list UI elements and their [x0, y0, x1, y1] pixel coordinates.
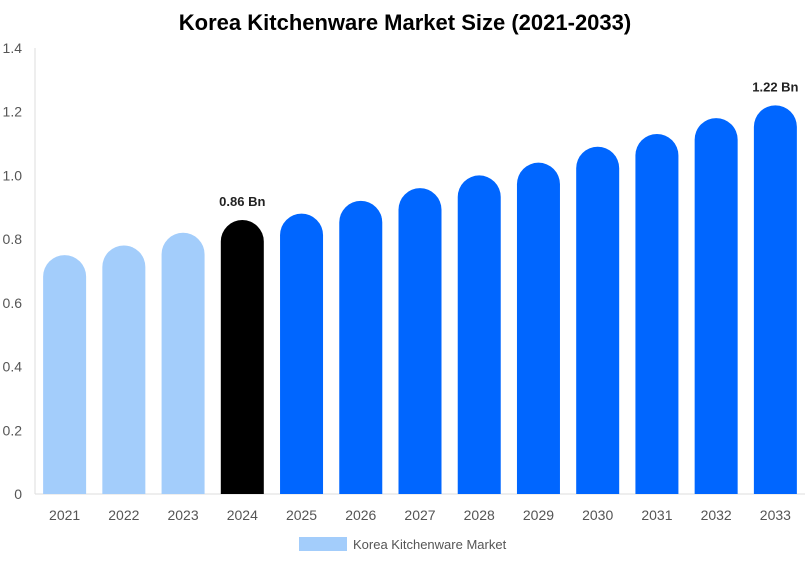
legend-label: Korea Kitchenware Market [353, 537, 507, 552]
data-label-2033: 1.22 Bn [752, 79, 798, 94]
y-tick-label: 0.6 [3, 295, 23, 311]
bar-2028[interactable] [457, 175, 501, 494]
bar-2029[interactable] [516, 162, 560, 494]
bar-2023[interactable] [161, 232, 205, 494]
x-tick-label: 2029 [523, 507, 554, 523]
bar-2021[interactable] [43, 255, 87, 494]
x-tick-label: 2024 [227, 507, 258, 523]
y-axis-ticks: 0 0.2 0.4 0.6 0.8 1.0 1.2 1.4 [3, 40, 23, 502]
x-tick-label: 2023 [167, 507, 198, 523]
bars [43, 105, 797, 495]
data-label-2024: 0.86 Bn [219, 194, 265, 209]
bar-2032[interactable] [694, 118, 738, 495]
x-tick-label: 2031 [641, 507, 672, 523]
bar-2026[interactable] [339, 200, 383, 494]
x-tick-label: 2026 [345, 507, 376, 523]
bar-2033[interactable] [753, 105, 797, 494]
legend-swatch [299, 537, 347, 551]
bar-2024[interactable] [220, 220, 264, 494]
x-axis-ticks: 2021 2022 2023 2024 2025 2026 2027 2028 2029 2030… [49, 507, 791, 523]
y-tick-label: 0 [14, 486, 22, 502]
bar-2025[interactable] [280, 213, 324, 494]
x-tick-label: 2030 [582, 507, 613, 523]
x-tick-label: 2027 [404, 507, 435, 523]
bar-2031[interactable] [635, 134, 679, 494]
data-labels: 0.86 Bn 1.22 Bn [219, 79, 798, 209]
legend[interactable]: Korea Kitchenware Market [299, 537, 507, 552]
x-tick-label: 2028 [464, 507, 495, 523]
chart-title: Korea Kitchenware Market Size (2021-2033… [179, 10, 631, 35]
bar-2030[interactable] [576, 146, 620, 494]
x-tick-label: 2025 [286, 507, 317, 523]
x-tick-label: 2033 [760, 507, 791, 523]
bar-2022[interactable] [102, 245, 146, 494]
x-tick-label: 2021 [49, 507, 80, 523]
y-tick-label: 0.8 [3, 231, 23, 247]
x-tick-label: 2022 [108, 507, 139, 523]
y-tick-label: 1.4 [3, 40, 23, 56]
x-tick-label: 2032 [701, 507, 732, 523]
y-tick-label: 1.0 [3, 167, 23, 183]
y-tick-label: 0.4 [3, 359, 23, 375]
y-tick-label: 0.2 [3, 422, 23, 438]
y-tick-label: 1.2 [3, 104, 23, 120]
bar-2027[interactable] [398, 188, 442, 494]
